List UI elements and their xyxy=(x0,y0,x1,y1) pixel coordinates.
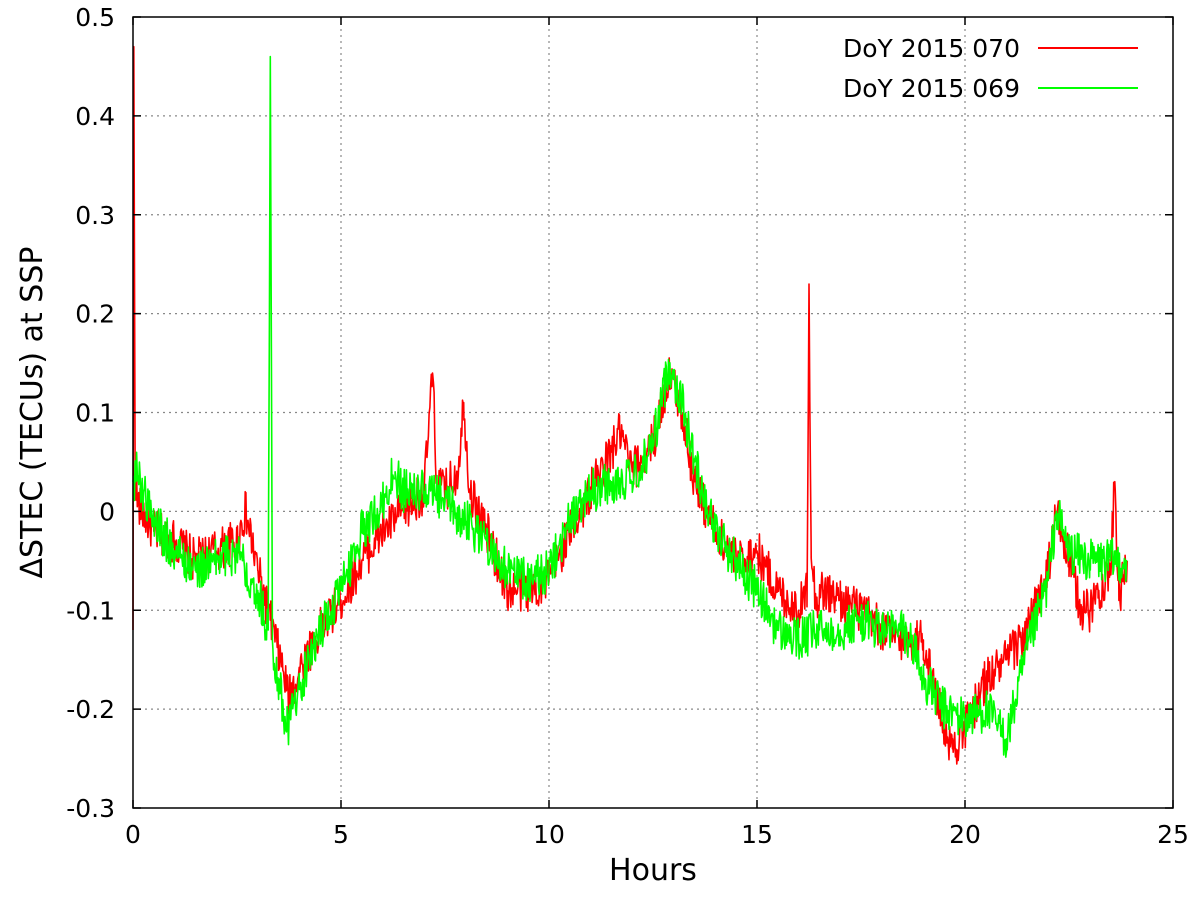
y-tick-label: -0.3 xyxy=(66,794,115,823)
y-tick-label: 0.5 xyxy=(75,3,115,32)
y-tick-label: -0.2 xyxy=(66,695,115,724)
x-tick-label: 0 xyxy=(125,820,141,849)
series-line-doy-069 xyxy=(132,55,1128,758)
x-tick-label: 20 xyxy=(949,820,981,849)
y-tick-label: 0.3 xyxy=(75,201,115,230)
ticks: 0 5 10 15 20 25 -0.3 -0.2 -0.1 0 0.1 0.2 0.3 0.4 0.5 xyxy=(66,3,1189,849)
y-tick-label: 0.4 xyxy=(75,102,115,131)
x-axis-title: Hours xyxy=(609,853,697,888)
x-tick-label: 25 xyxy=(1157,820,1189,849)
series-layer xyxy=(132,45,1128,765)
x-tick-label: 5 xyxy=(333,820,349,849)
y-tick-label: 0.2 xyxy=(75,300,115,329)
series-line-doy-070 xyxy=(132,45,1128,765)
legend-label-doy-069: DoY 2015 069 xyxy=(843,74,1020,103)
x-tick-label: 15 xyxy=(741,820,773,849)
y-tick-label: -0.1 xyxy=(66,596,115,625)
x-tick-label: 10 xyxy=(533,820,565,849)
legend-label-doy-070: DoY 2015 070 xyxy=(843,34,1020,63)
y-tick-label: 0.1 xyxy=(75,399,115,428)
legend: DoY 2015 070 DoY 2015 069 xyxy=(843,34,1138,103)
y-tick-label: 0 xyxy=(99,497,115,526)
y-axis-title: ΔSTEC (TECUs) at SSP xyxy=(15,247,50,579)
